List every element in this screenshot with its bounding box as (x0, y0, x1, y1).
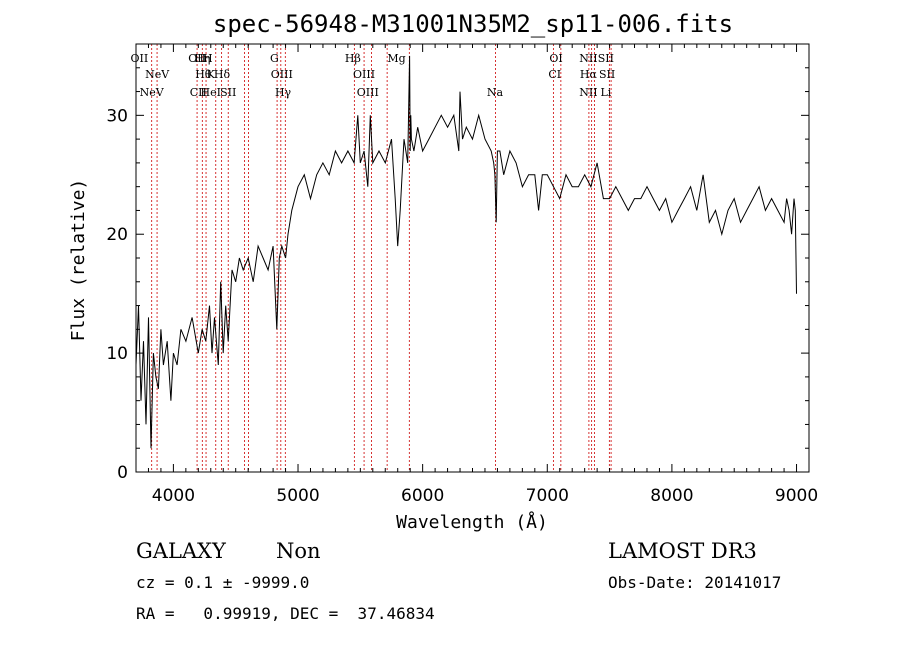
emission-line-markers (151, 44, 612, 472)
plot-frame (135, 43, 810, 473)
x-tick-label: 5000 (276, 486, 319, 506)
emission-line-label: G (270, 52, 279, 65)
x-axis-label: Wavelength (Å) (396, 511, 548, 533)
emission-line-label: CII (190, 86, 207, 99)
x-tick-label: 7000 (526, 486, 569, 506)
emission-line-label: Hη (194, 52, 210, 65)
emission-line-label: Li (600, 86, 611, 99)
spectrum-line (135, 55, 797, 449)
emission-line-label: K (207, 68, 216, 81)
emission-line-label: Mg (387, 52, 405, 65)
emission-line-label: NeV (145, 68, 170, 81)
emission-line-label: SII (220, 86, 236, 99)
emission-line-label: OII (131, 52, 149, 65)
emission-line-label: OIII (353, 68, 375, 81)
y-tick-label: 0 (117, 463, 128, 483)
emission-line-label: NeV (140, 86, 165, 99)
emission-line-label: OII (188, 52, 206, 65)
emission-line-label: Hγ (275, 86, 292, 99)
x-tick-label: 4000 (152, 486, 195, 506)
emission-line-label: OI (549, 52, 562, 65)
emission-line-label: HeI (201, 86, 221, 99)
chart-title: spec-56948-M31001N35M2_sp11-006.fits (213, 10, 733, 38)
x-tick-label: 8000 (650, 486, 693, 506)
object-class: GALAXY (136, 539, 227, 563)
emission-line-label: Hβ (345, 52, 361, 65)
emission-line-label: OIII (271, 68, 293, 81)
survey-name: LAMOST DR3 (608, 539, 757, 563)
emission-line-label: NII (579, 52, 597, 65)
emission-line-label: SII (598, 52, 614, 65)
x-tick-label: 9000 (775, 486, 818, 506)
emission-line-label: Hθ (195, 68, 212, 81)
emission-line-label: Na (487, 86, 504, 99)
emission-line-label: H (203, 52, 213, 65)
y-tick-label: 20 (106, 225, 128, 245)
emission-line-label: Hα (580, 68, 598, 81)
x-tick-label: 6000 (401, 486, 444, 506)
y-axis-ticks: 0 10 20 30 (106, 43, 809, 483)
x-axis-ticks: 4000 5000 6000 7000 8000 9000 (135, 44, 818, 506)
y-axis-label: Flux (relative) (68, 179, 89, 342)
obs-date: Obs-Date: 20141017 (608, 573, 781, 592)
emission-line-label: NII (579, 86, 597, 99)
emission-line-label: OIII (357, 86, 379, 99)
radec-line: RA = 0.99919, DEC = 37.46834 (136, 604, 435, 623)
emission-line-label: Hδ (214, 68, 231, 81)
emission-line-label: SII (599, 68, 615, 81)
redshift-line: cz = 0.1 ± -9999.0 (136, 573, 309, 592)
object-subclass: Non (276, 539, 321, 563)
y-tick-label: 10 (106, 344, 128, 364)
y-tick-label: 30 (106, 106, 128, 126)
emission-line-label: CI (548, 68, 561, 81)
